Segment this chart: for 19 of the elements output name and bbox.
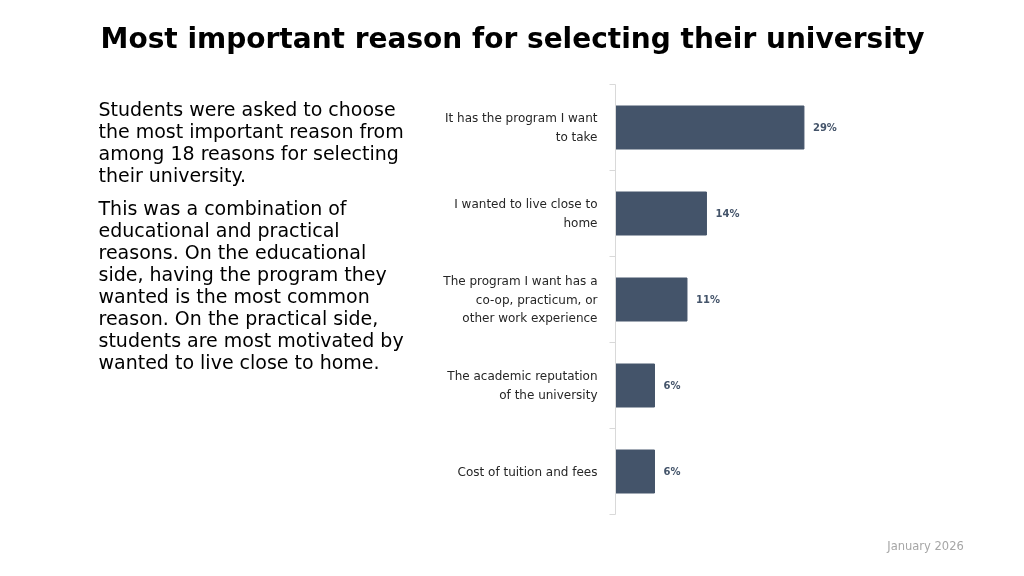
bar: [615, 449, 655, 494]
data-label: 6%: [663, 380, 681, 391]
y-tick-label: The program I want has a co-op, practicum, or other work experience: [442, 273, 598, 326]
text: January 2026: [886, 538, 964, 553]
text: This was a combination of educational and practical reasons. On the educational side, having the program they wanted is the most common reason. On the practical side, students are most motivated by wanted to live close to home.: [97, 197, 404, 374]
data-label: 6%: [663, 466, 681, 477]
bar: [615, 105, 805, 150]
chart-title: Most important reason for selecting their university: [100, 22, 925, 55]
bar: [615, 363, 655, 408]
data-label: 29%: [812, 122, 837, 133]
y-tick-label: Cost of tuition and fees: [457, 464, 598, 479]
y-tick-label: I wanted to live close to home: [454, 197, 598, 230]
bar: [615, 277, 688, 322]
data-label: 11%: [695, 294, 720, 305]
y-tick-label: It has the program I want to take: [445, 111, 598, 144]
bar: [615, 191, 707, 236]
y-tick-label: The academic reputation of the university: [446, 369, 598, 402]
text: Students were asked to choose the most important reason from among 18 reasons for selecting their university.: [98, 97, 404, 186]
data-label: 14%: [715, 208, 740, 219]
